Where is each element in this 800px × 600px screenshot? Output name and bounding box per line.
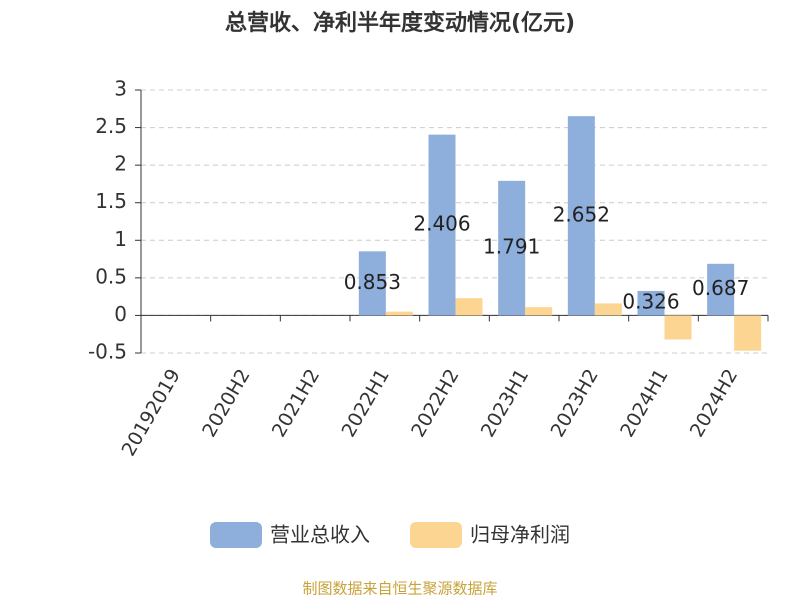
chart-title: 总营收、净利半年度变动情况(亿元): [225, 10, 575, 36]
bar: [385, 311, 413, 316]
data-label: 2.406: [413, 212, 470, 236]
x-tick-label: 2024H2: [686, 365, 742, 441]
y-tick-label: 0.5: [95, 264, 127, 288]
bar: [664, 315, 692, 340]
legend-swatch: [410, 522, 462, 548]
legend-swatch: [210, 522, 262, 548]
data-label: 0.687: [692, 276, 749, 300]
bar: [707, 263, 735, 316]
y-tick-label: -0.5: [88, 340, 127, 364]
bar: [637, 290, 665, 316]
data-label: 2.652: [553, 202, 610, 226]
bar: [498, 180, 526, 316]
y-tick-label: 1: [114, 227, 127, 251]
y-tick-label: 1.5: [95, 189, 127, 213]
data-label: 0.326: [622, 290, 679, 314]
x-tick-label: 2023H1: [477, 365, 533, 441]
bar: [455, 298, 483, 316]
x-tick-label: 2024H1: [616, 365, 672, 441]
legend-label: 归母净利润: [470, 523, 570, 547]
x-tick-label: 20192019: [118, 365, 185, 460]
bar: [358, 251, 386, 316]
y-tick-label: 0: [114, 302, 127, 326]
data-label: 1.791: [483, 235, 540, 259]
x-tick-label: 2022H1: [338, 365, 394, 441]
x-tick-label: 2023H2: [547, 365, 603, 441]
source-note: 制图数据来自恒生聚源数据库: [302, 580, 497, 598]
y-tick-label: 3: [114, 77, 127, 101]
bar: [525, 307, 553, 316]
bar: [428, 134, 456, 316]
bar: [734, 315, 762, 351]
y-tick-label: 2: [114, 152, 127, 176]
x-tick-label: 2020H2: [198, 365, 254, 441]
bar: [567, 116, 595, 316]
y-tick-label: 2.5: [95, 114, 127, 138]
legend-label: 营业总收入: [270, 523, 370, 547]
x-tick-label: 2021H2: [268, 365, 324, 441]
bar: [594, 303, 622, 316]
data-label: 0.853: [344, 270, 401, 294]
x-tick-label: 2022H2: [407, 365, 463, 441]
